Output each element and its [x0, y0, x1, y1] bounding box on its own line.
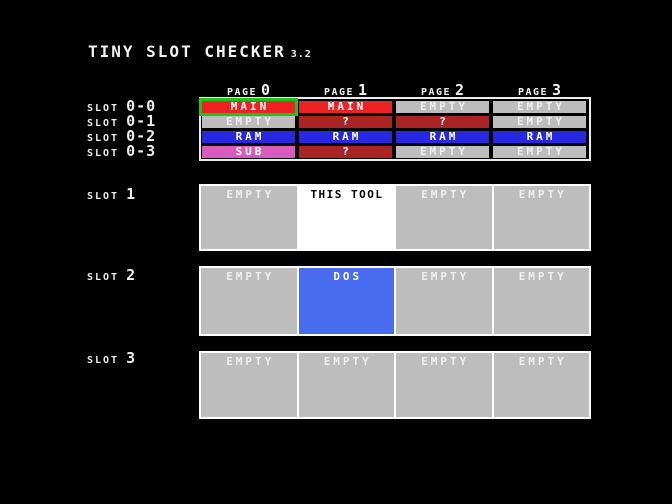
subslot-0-2-page-1[interactable]: RAM [299, 131, 392, 143]
slot-2-page-3[interactable]: EMPTY [493, 268, 589, 334]
subslot-0-1-page-0[interactable]: EMPTY [202, 116, 295, 128]
page-header-0: PAGE 0 [202, 81, 295, 99]
row-label-prefix: SLOT [87, 133, 120, 144]
page-header-1: PAGE 1 [299, 81, 392, 99]
app-title: TINY SLOT CHECKER [88, 42, 286, 61]
slot-1-page-0[interactable]: EMPTY [201, 186, 297, 249]
slot-3-page-2[interactable]: EMPTY [396, 353, 492, 417]
slot-2-page-2[interactable]: EMPTY [396, 268, 492, 334]
slot-label-prefix: SLOT [87, 272, 120, 283]
slot-3-label: SLOT 3 [87, 351, 136, 367]
row-label-number: 0-0 [126, 97, 157, 115]
slot-3-page-0[interactable]: EMPTY [201, 353, 297, 417]
row-label-number: 0-3 [126, 142, 157, 160]
slot-label-prefix: SLOT [87, 191, 120, 202]
app-title-row: TINY SLOT CHECKER 3.2 [88, 42, 312, 61]
page-header-0-prefix: PAGE [226, 87, 258, 98]
slot-label-prefix: SLOT [87, 355, 120, 366]
page-header-1-number: 1 [358, 81, 368, 99]
subslot-0-0-page-0-selection-cursor[interactable]: MAIN [202, 101, 295, 113]
slot-2-page-1[interactable]: DOS [298, 268, 394, 334]
slot-3-page-3[interactable]: EMPTY [493, 353, 589, 417]
page-header-2-number: 2 [455, 81, 465, 99]
subslot-0-3-page-2[interactable]: EMPTY [396, 146, 489, 158]
slot-1-block: EMPTY THIS TOOL EMPTY EMPTY [199, 184, 591, 251]
row-label-prefix: SLOT [87, 103, 120, 114]
subslot-0-1-page-3[interactable]: EMPTY [493, 116, 586, 128]
slot-1-page-1[interactable]: THIS TOOL [298, 186, 394, 249]
subslot-0-0-page-2[interactable]: EMPTY [396, 101, 489, 113]
slot-2-block: EMPTY DOS EMPTY EMPTY [199, 266, 591, 336]
page-header-3-number: 3 [552, 81, 562, 99]
subslot-0-2-page-2[interactable]: RAM [396, 131, 489, 143]
slot-label-number: 3 [126, 349, 137, 367]
subslot-0-2-page-3[interactable]: RAM [493, 131, 586, 143]
slot-2-page-0[interactable]: EMPTY [201, 268, 297, 334]
subslot-row-label-0-0: SLOT 0-0 [87, 99, 156, 115]
slot-3-block: EMPTY EMPTY EMPTY EMPTY [199, 351, 591, 419]
slot-3-page-1[interactable]: EMPTY [298, 353, 394, 417]
slot-1-page-2[interactable]: EMPTY [396, 186, 492, 249]
subslot-0-2-page-0[interactable]: RAM [202, 131, 295, 143]
subslot-0-3-page-1[interactable]: ? [299, 146, 392, 158]
subslot-0-0-page-3[interactable]: EMPTY [493, 101, 586, 113]
page-header-3-prefix: PAGE [517, 87, 549, 98]
subslot-row-label-0-1: SLOT 0-1 [87, 114, 156, 130]
subslot-row-label-0-3: SLOT 0-3 [87, 144, 156, 160]
subslot-0-0-page-1[interactable]: MAIN [299, 101, 392, 113]
page-header-3: PAGE 3 [493, 81, 586, 99]
page-header-1-prefix: PAGE [323, 87, 355, 98]
slot-2-label: SLOT 2 [87, 268, 136, 284]
subslot-row-label-0-2: SLOT 0-2 [87, 129, 156, 145]
row-label-prefix: SLOT [87, 118, 120, 129]
page-header-2: PAGE 2 [396, 81, 489, 99]
slot-1-label: SLOT 1 [87, 187, 136, 203]
slot-1-page-3[interactable]: EMPTY [493, 186, 589, 249]
row-label-number: 0-2 [126, 127, 157, 145]
subslot-0-3-page-0[interactable]: SUB [202, 146, 295, 158]
slot-label-number: 2 [126, 266, 137, 284]
subslot-0-3-page-3[interactable]: EMPTY [493, 146, 586, 158]
subslot-0-1-page-2[interactable]: ? [396, 116, 489, 128]
row-label-prefix: SLOT [87, 148, 120, 159]
slot-label-number: 1 [126, 185, 137, 203]
page-header-0-number: 0 [261, 81, 271, 99]
page-header-2-prefix: PAGE [420, 87, 452, 98]
subslot-0-1-page-1[interactable]: ? [299, 116, 392, 128]
row-label-number: 0-1 [126, 112, 157, 130]
app-version: 3.2 [290, 49, 312, 60]
